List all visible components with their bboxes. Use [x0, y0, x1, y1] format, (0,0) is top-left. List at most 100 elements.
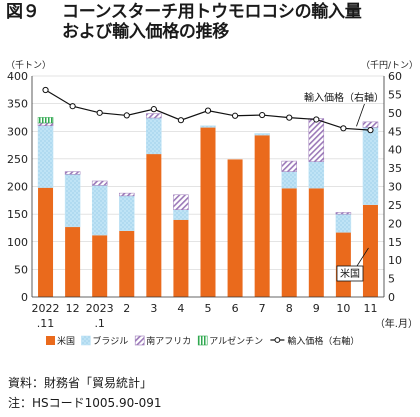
x-tick-label: 9 — [313, 302, 320, 315]
bar-segment — [281, 171, 297, 189]
bar-segment — [37, 117, 54, 124]
bar-segment — [254, 133, 270, 136]
bar-segment — [37, 122, 54, 126]
y-right-tick-label: 0 — [388, 291, 395, 304]
price-point — [367, 127, 374, 134]
y-left-tick-label: 100 — [7, 236, 28, 249]
price-point — [313, 116, 320, 123]
bar-segment — [335, 213, 352, 233]
y-right-tick-label: 40 — [388, 144, 402, 157]
bar-segment — [173, 219, 189, 297]
price-point — [340, 125, 347, 132]
bar-segment — [335, 212, 352, 215]
title-text-1: コーンスターチ用トウモロコシの輸入量 — [62, 2, 362, 22]
bar-segment — [281, 160, 297, 172]
y-right-tick-label: 20 — [388, 217, 402, 230]
axes — [31, 76, 385, 298]
bar-segment — [281, 188, 297, 297]
bar-segment — [173, 209, 189, 220]
bar-segment — [119, 192, 135, 197]
x-tick-label: 8 — [286, 302, 293, 315]
y-right-tick-label: 60 — [388, 70, 402, 83]
y-right-tick-label: 50 — [388, 107, 402, 120]
bar-segment — [37, 125, 54, 188]
legend-swatch — [46, 336, 55, 345]
price-point — [286, 114, 293, 121]
x-tick-sublabel: .11 — [37, 317, 55, 330]
legend-line-marker — [274, 337, 281, 343]
x-tick-label: 10 — [336, 302, 350, 315]
legend-swatch — [197, 335, 208, 346]
bar-segment — [362, 121, 379, 128]
x-tick-label: 7 — [259, 302, 266, 315]
x-tick-label: 12 — [66, 302, 80, 315]
bar-segment — [64, 174, 81, 228]
legend-label: 輸入価格（右軸） — [287, 335, 359, 347]
y-left-tick-label: 350 — [7, 98, 28, 111]
bar-segment — [308, 188, 324, 297]
bar-segment — [227, 159, 243, 297]
y-right-tick-label: 25 — [388, 199, 402, 212]
bar-segment — [91, 180, 108, 186]
y-left-axis-label: （千トン） — [6, 60, 51, 71]
bars — [37, 113, 379, 297]
x-tick-label: 2022 — [32, 302, 60, 315]
legend-swatch — [81, 335, 91, 346]
x-axis-unit-label: （年.月） — [375, 317, 418, 330]
labels: 0501001502002503003504000510152025303540… — [6, 60, 418, 330]
y-left-tick-label: 400 — [7, 70, 28, 83]
y-left-tick-label: 300 — [7, 125, 28, 138]
usa-callout-leader — [356, 247, 369, 267]
price-point — [123, 112, 130, 119]
y-right-tick-label: 45 — [388, 125, 402, 138]
price-line — [42, 86, 374, 134]
legend-label: アルゼンチン — [209, 335, 263, 347]
price-point — [69, 103, 76, 110]
price-point — [231, 112, 239, 119]
usa-callout-label: 米国 — [340, 267, 360, 280]
source-note: 資料：財務省「貿易統計」 — [8, 376, 153, 390]
y-left-tick-label: 250 — [7, 153, 28, 166]
chart-canvas: 0501001502002503003504000510152025303540… — [6, 60, 418, 347]
bar-segment — [146, 113, 162, 119]
y-left-tick-label: 50 — [14, 263, 28, 276]
price-point — [177, 117, 185, 124]
price-point — [259, 111, 266, 119]
bar-segment — [38, 187, 54, 297]
bar-segment — [64, 171, 81, 175]
bar-segment — [308, 161, 325, 189]
price-point — [42, 86, 49, 94]
bar-segment — [92, 235, 108, 297]
chart-title: 図９ コーンスターチ用トウモロコシの輸入量 および輸入価格の推移 — [6, 2, 418, 42]
y-right-tick-label: 35 — [388, 162, 402, 175]
y-right-tick-label: 10 — [388, 254, 402, 267]
legend-label: ブラジル — [92, 335, 128, 347]
bar-segment — [173, 194, 189, 210]
title-line-1: 図９ コーンスターチ用トウモロコシの輸入量 — [6, 2, 418, 22]
title-line-2: および輸入価格の推移 — [62, 22, 229, 42]
price-point — [96, 109, 103, 116]
y-right-axis-label: （千円/トン） — [361, 60, 418, 71]
bar-segment — [91, 185, 108, 236]
bar-segment — [362, 127, 379, 205]
bar-segment — [254, 135, 270, 297]
y-right-tick-label: 15 — [388, 236, 402, 249]
figure-number: 図９ — [6, 2, 40, 22]
legend-swatch — [134, 335, 145, 346]
x-tick-label: 5 — [205, 302, 212, 315]
price-point — [150, 106, 157, 113]
y-left-tick-label: 150 — [7, 208, 28, 221]
bar-segment — [146, 117, 162, 155]
bar-segment — [119, 195, 135, 231]
x-tick-label: 2023 — [86, 302, 114, 315]
price-point — [204, 107, 212, 114]
price-callout-leader — [356, 103, 365, 127]
y-left-tick-label: 200 — [7, 181, 28, 194]
legend: 米国 ブラジル 南アフリカ アルゼンチン 輸入価格（右軸） — [46, 335, 359, 347]
bar-segment — [65, 226, 81, 297]
y-right-tick-label: 30 — [388, 181, 402, 194]
bar-segment — [146, 153, 162, 297]
x-tick-label: 6 — [232, 302, 239, 315]
bar-segment — [200, 125, 216, 128]
usa-callout-box — [336, 265, 364, 282]
